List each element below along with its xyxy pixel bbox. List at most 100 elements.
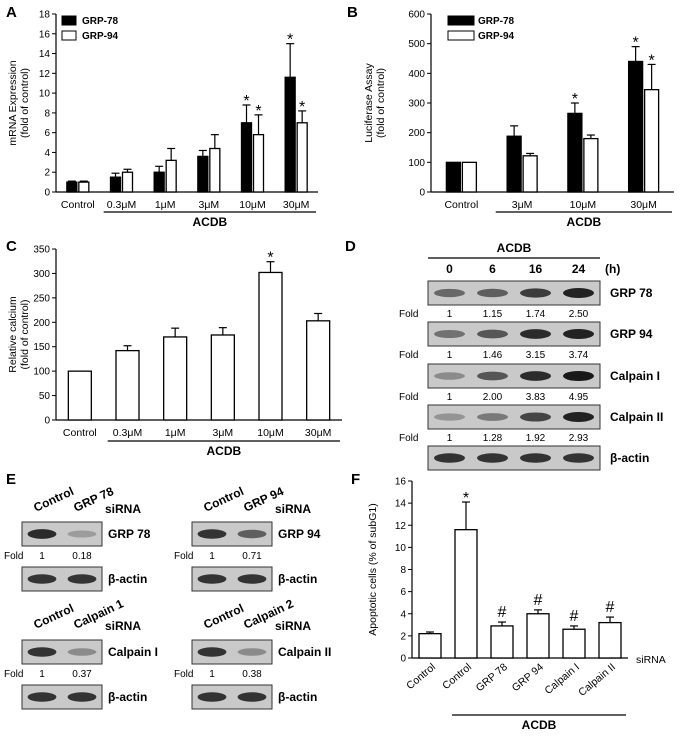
chart-panel-A: 0 2 4 6 8 10 12 14 16 18 mRNA Expression (fold of c… bbox=[7, 10, 318, 229]
bar bbox=[153, 171, 165, 193]
fold-value: 3.15 bbox=[526, 350, 546, 361]
y-tick-label: 0 bbox=[400, 654, 406, 665]
bar bbox=[78, 181, 90, 193]
y-axis-label: mRNA Expression bbox=[7, 60, 19, 145]
bar bbox=[306, 320, 331, 421]
x-tick-label: GRP 94 bbox=[510, 661, 546, 694]
blot-header: ACDB bbox=[497, 241, 532, 255]
fold-value: 3.74 bbox=[569, 350, 589, 361]
lane-label: 0 bbox=[446, 262, 453, 276]
loading-blot bbox=[21, 566, 103, 592]
significance-hash: # bbox=[606, 599, 615, 616]
lane-label: 24 bbox=[572, 262, 586, 276]
fold-value: 1.74 bbox=[526, 309, 546, 320]
significance-star: * bbox=[299, 99, 305, 116]
target-blot bbox=[191, 639, 273, 665]
protein-band bbox=[237, 529, 267, 539]
y-tick-label: 350 bbox=[33, 245, 50, 256]
y-tick-label: 8 bbox=[400, 565, 406, 576]
bar bbox=[296, 122, 308, 193]
y-tick-label: 2 bbox=[44, 168, 50, 179]
y-tick-label: 100 bbox=[408, 158, 425, 169]
x-tick-label: Control bbox=[444, 199, 478, 211]
protein-band bbox=[477, 288, 508, 298]
chart-panel-C: 0 50 100 150 200 250 300 350 Relative calcium (fo… bbox=[7, 245, 342, 458]
protein-band bbox=[237, 574, 267, 584]
group-label: ACDB bbox=[567, 215, 602, 229]
fold-value: 1 bbox=[447, 392, 453, 403]
lane-label: Control bbox=[31, 601, 76, 632]
y-tick-label: 4 bbox=[400, 609, 406, 620]
panel-label-d: D bbox=[345, 238, 356, 255]
lane-label: 16 bbox=[529, 262, 543, 276]
protein-band bbox=[477, 371, 508, 381]
fold-value: 0.38 bbox=[242, 669, 262, 680]
protein-band bbox=[563, 288, 594, 298]
time-unit: (h) bbox=[605, 262, 620, 276]
significance-star: * bbox=[572, 91, 578, 108]
sirna-label: siRNA bbox=[275, 502, 311, 516]
panel-label-a: A bbox=[6, 4, 17, 21]
fold-value: 0.37 bbox=[72, 669, 92, 680]
fold-value: 1 bbox=[447, 309, 453, 320]
fold-value: 0.71 bbox=[242, 551, 262, 562]
y-tick-label: 150 bbox=[33, 342, 50, 353]
loading-blot bbox=[191, 684, 273, 710]
loading-name: β-actin bbox=[278, 572, 317, 586]
bar bbox=[284, 76, 296, 193]
lane-label: 6 bbox=[489, 262, 496, 276]
legend-label: GRP-78 bbox=[478, 16, 515, 27]
y-tick-label: 14 bbox=[395, 499, 407, 510]
fold-label: Fold bbox=[4, 669, 23, 680]
protein-name: β-actin bbox=[610, 451, 649, 465]
protein-band bbox=[237, 648, 267, 656]
fold-value: 1 bbox=[447, 433, 453, 444]
x-tick-label: 3μM bbox=[199, 199, 220, 211]
fold-value: 2.00 bbox=[483, 392, 503, 403]
y-tick-label: 4 bbox=[44, 148, 50, 159]
chart-panel-B: 0 100 200 300 400 500 600 Luciferase Assay (fold… bbox=[363, 10, 674, 229]
protein-band bbox=[237, 692, 267, 702]
y-tick-label: 0 bbox=[44, 416, 50, 427]
x-tick-label: Control bbox=[440, 661, 474, 692]
fold-value: 1 bbox=[209, 669, 215, 680]
sirna-label: siRNA bbox=[105, 502, 141, 516]
bar bbox=[643, 89, 660, 193]
protein-band bbox=[197, 574, 227, 584]
protein-band bbox=[434, 329, 465, 339]
fold-value: 1 bbox=[209, 551, 215, 562]
fold-label: Fold bbox=[399, 392, 418, 403]
y-axis-label: Luciferase Assay bbox=[363, 63, 375, 143]
fold-label: Fold bbox=[174, 669, 193, 680]
target-blot bbox=[21, 521, 103, 547]
lane-label: Control bbox=[31, 484, 76, 515]
protein-band bbox=[434, 413, 465, 421]
panel-label-c: C bbox=[6, 238, 17, 255]
protein-band bbox=[27, 647, 57, 657]
protein-band bbox=[563, 329, 594, 339]
y-tick-label: 300 bbox=[33, 269, 50, 280]
y-tick-label: 6 bbox=[44, 128, 50, 139]
bar bbox=[252, 133, 265, 193]
fold-label: Fold bbox=[399, 433, 418, 444]
chart-panel-F: 0 2 4 6 8 10 12 14 16 Apoptotic cells (% of subG1… bbox=[367, 477, 628, 732]
fold-value: 1 bbox=[447, 350, 453, 361]
bar bbox=[109, 176, 122, 193]
bar bbox=[115, 349, 140, 421]
bar bbox=[506, 135, 522, 193]
x-tick-label: Control bbox=[61, 199, 95, 211]
x-tick-label: Control bbox=[404, 661, 438, 692]
bar bbox=[445, 161, 462, 193]
protein-name: Calpain II bbox=[610, 410, 663, 424]
y-tick-label: 300 bbox=[408, 99, 425, 110]
protein-band bbox=[27, 574, 57, 584]
y-tick-label: 0 bbox=[44, 188, 50, 199]
bar bbox=[461, 161, 478, 193]
y-tick-label: 8 bbox=[44, 108, 50, 119]
blot-0 bbox=[427, 280, 601, 306]
y-tick-label: 50 bbox=[39, 391, 51, 402]
y-tick-label: 100 bbox=[33, 367, 50, 378]
panel-label-f: F bbox=[351, 471, 360, 488]
protein-name: Calpain I bbox=[610, 369, 660, 383]
